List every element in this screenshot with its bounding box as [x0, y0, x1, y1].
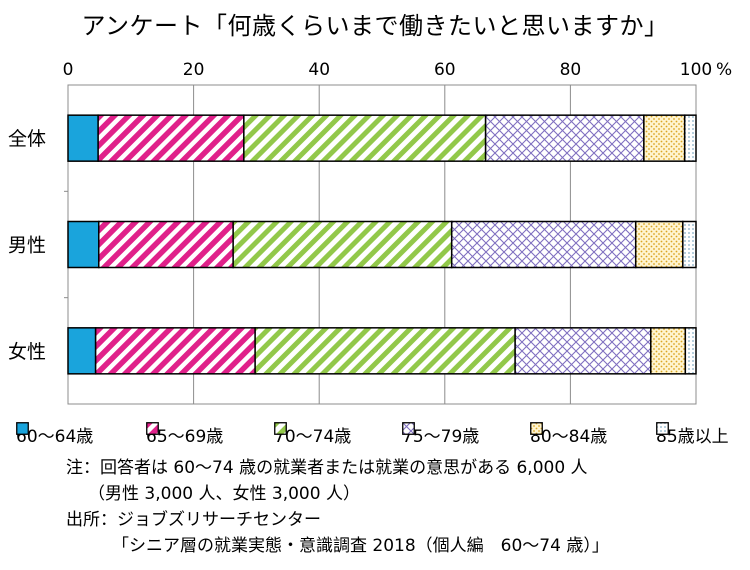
x-tick-label: 80 [560, 60, 582, 80]
legend-label: 60～64歳 [16, 427, 94, 447]
bar-segment [634, 220, 684, 269]
bar-segment [67, 114, 99, 162]
bar-segment [254, 327, 516, 375]
unit-label: % [716, 60, 732, 80]
legend-label: 85歳以上 [656, 427, 729, 447]
bar-segment [484, 114, 645, 162]
category-label: 全体 [8, 128, 46, 150]
legend-item: 70～74歳 [274, 422, 351, 447]
legend-item: 65～69歳 [146, 422, 223, 447]
legend-item: 60～64歳 [16, 422, 93, 447]
x-tick-label: 20 [183, 60, 205, 80]
legend-swatch [146, 422, 159, 435]
category-label: 男性 [8, 235, 46, 257]
bar-segment [243, 114, 487, 162]
bar-segment [97, 114, 245, 162]
legend-swatch [16, 422, 29, 435]
bar-segment [67, 327, 97, 375]
x-tick-label: 0 [63, 60, 74, 80]
legend-label: 75～79歳 [402, 427, 480, 447]
bar-segment [683, 114, 697, 162]
bar-segment [98, 220, 234, 269]
bar-segment [450, 220, 637, 269]
legend-label: 65～69歳 [146, 427, 224, 447]
bar-segment [67, 220, 100, 269]
chart-title: アンケート「何歳くらいまで働きたいと思いますか」 [81, 12, 669, 40]
bar-segment [684, 327, 697, 375]
note-respondents: 注：回答者は 60～74 歳の就業者または就業の意思がある 6,000 人 [66, 458, 588, 478]
notes: 注：回答者は 60～74 歳の就業者または就業の意思がある 6,000 人 （男… [66, 455, 609, 559]
legend-swatch [274, 422, 287, 435]
x-tick-label: 100 [680, 60, 712, 80]
legend-label: 70～74歳 [274, 427, 352, 447]
legend-label: 80～84歳 [530, 427, 608, 447]
bar-segment [643, 114, 686, 162]
legend-item: 75～79歳 [402, 422, 479, 447]
legend-swatch [402, 422, 415, 435]
bar-segment [232, 220, 453, 269]
bar-segment [514, 327, 652, 375]
legend-swatch [530, 422, 543, 435]
legend: 60～64歳 65～69歳 70～74歳 75～79歳 80～84歳 85歳以上 [16, 422, 746, 447]
note-breakdown: （男性 3,000 人、女性 3,000 人） [88, 484, 360, 504]
bar-segment [650, 327, 687, 375]
note-source: 出所：ジョブズリサーチセンター [66, 510, 321, 530]
x-tick-label: 40 [308, 60, 330, 80]
note-survey-name: 「シニア層の就業実態・意識調査 2018（個人編 60～74 歳）」 [112, 536, 609, 556]
category-label: 女性 [8, 341, 46, 363]
x-tick-label: 60 [434, 60, 456, 80]
bar-segment [94, 327, 256, 375]
legend-swatch [656, 422, 669, 435]
legend-item: 85歳以上 [656, 422, 729, 447]
legend-item: 80～84歳 [530, 422, 607, 447]
bar-segment [682, 220, 697, 269]
